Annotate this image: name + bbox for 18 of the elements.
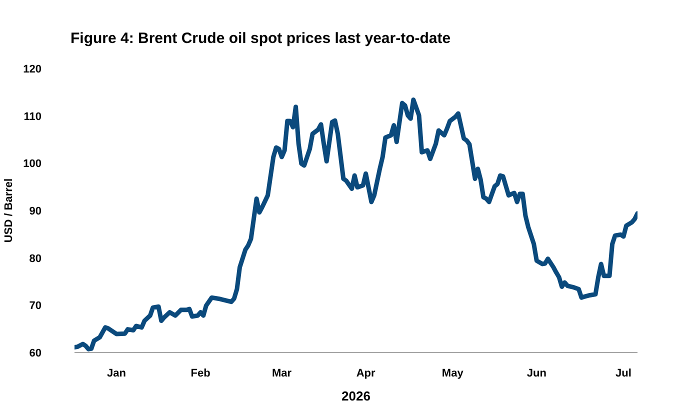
x-tick-label: Apr	[356, 368, 376, 380]
y-tick-label: 70	[29, 300, 42, 312]
y-tick-label: 100	[23, 158, 42, 170]
x-tick-label: Mar	[272, 368, 292, 380]
line-series	[74, 97, 638, 352]
y-tick-label: 120	[23, 64, 42, 76]
chart-title: Figure 4: Brent Crude oil spot prices last year-to-date	[70, 30, 451, 47]
y-tick-label: 110	[24, 110, 42, 123]
y-tick-label: 80	[29, 252, 42, 265]
x-tick-label: Jun	[526, 368, 547, 380]
x-tick-label: Jul	[616, 368, 632, 380]
y-axis-title: USD / Barrel	[3, 178, 16, 243]
x-tick-label: Feb	[190, 368, 211, 380]
y-tick-label: 90	[29, 206, 42, 218]
x-axis-title: 2026	[342, 388, 370, 404]
x-tick-label: Jan	[107, 368, 126, 380]
x-tick-label: May	[442, 368, 464, 380]
y-tick-label: 60	[29, 348, 42, 360]
